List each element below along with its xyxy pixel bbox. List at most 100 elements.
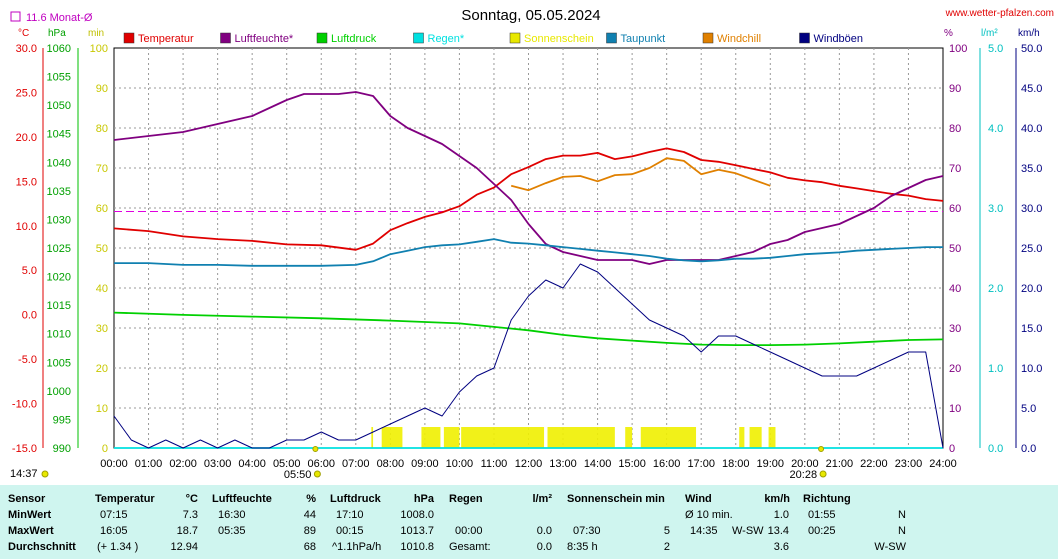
wind-tick-label: 25.0 [1021, 243, 1042, 255]
sunshine-bar [739, 427, 745, 448]
x-tick-label: 02:00 [169, 458, 197, 470]
sunrise-marker [312, 446, 319, 452]
temp-tick-label: 0.0 [22, 310, 37, 322]
x-tick-label: 03:00 [204, 458, 232, 470]
hum-tick-label: 0 [949, 443, 955, 455]
legend-label: Regen* [428, 33, 465, 45]
x-tick-label: 24:00 [929, 458, 957, 470]
temp-tick-label: 10.0 [16, 221, 37, 233]
min-dir-val: N [898, 509, 906, 521]
wind-tick-label: 35.0 [1021, 163, 1042, 175]
x-tick-label: 12:00 [515, 458, 543, 470]
max-press-time: 00:15 [336, 525, 364, 537]
x-tick-label: 20:00 [791, 458, 819, 470]
monthly-avg-label: 11.6 Monat-Ø [26, 12, 93, 24]
hdr-press: Luftdruck [330, 493, 381, 505]
hum-tick-label: 20 [949, 363, 961, 375]
sunshine-bar [547, 427, 615, 448]
unit-temp: °C [18, 28, 29, 39]
hdr-dir: Richtung [803, 493, 851, 505]
sunshine-bar [461, 427, 545, 448]
wind-tick-label: 50.0 [1021, 43, 1042, 55]
legend-label: Taupunkt [621, 33, 666, 45]
temp-tick-label: 15.0 [16, 176, 37, 188]
sun-tick-label: 0 [102, 443, 108, 455]
moon-icon [41, 470, 49, 478]
avg-hum-val: 68 [303, 541, 316, 553]
sun-tick-label: 30 [96, 323, 108, 335]
hdr-wind: Wind [685, 493, 712, 505]
press-tick-label: 1020 [47, 272, 71, 284]
rain-tick-label: 4.0 [988, 123, 1003, 135]
press-tick-label: 1055 [47, 72, 71, 84]
press-trend: ^1.1hPa/h [332, 541, 382, 553]
x-tick-label: 19:00 [757, 458, 785, 470]
x-tick-label: 09:00 [411, 458, 439, 470]
rain-tick-label: 5.0 [988, 43, 1003, 55]
x-tick-label: 04:00 [238, 458, 266, 470]
sun-tick-label: 60 [96, 203, 108, 215]
x-tick-label: 14:00 [584, 458, 612, 470]
row-min-label: MinWert [8, 509, 52, 521]
rain-total-label: Gesamt: [449, 541, 491, 553]
axes: 30.0 25.0 20.0 15.0 10.0 5.0 0.0 -5.0 -10.0 -15.0… [12, 43, 1043, 470]
rain-tick-label: 1.0 [988, 363, 1003, 375]
series-luftfeuchte [113, 91, 944, 265]
chart-title: Sonntag, 05.05.2024 [461, 7, 600, 24]
sunshine-bar [768, 427, 776, 448]
press-tick-label: 995 [53, 414, 71, 426]
legend-swatch [220, 32, 231, 44]
max-wind-val: 13.4 [767, 525, 789, 537]
max-rain-time: 00:00 [455, 525, 483, 537]
sun-tick-label: 20 [96, 363, 108, 375]
site-url: www.wetter-pfalzen.com [945, 8, 1054, 19]
temp-tick-label: -15.0 [12, 443, 37, 455]
hdr-hum: Luftfeuchte [212, 493, 272, 505]
hdr-wind-unit: km/h [764, 493, 790, 505]
hum-tick-label: 10 [949, 403, 961, 415]
sunshine-bar [371, 427, 374, 448]
sun-total: 8:35 h [567, 541, 598, 553]
wind-tick-label: 0.0 [1021, 443, 1036, 455]
sun-tick-label: 90 [96, 83, 108, 95]
avg-temp-val: 12.94 [170, 541, 198, 553]
max-sun-val: 5 [663, 525, 670, 537]
x-tick-label: 22:00 [860, 458, 888, 470]
sunshine-bars [371, 427, 776, 448]
max-hum-val: 89 [303, 525, 316, 537]
sunset-marker [818, 446, 825, 452]
press-tick-label: 1050 [47, 100, 71, 112]
max-hum-time: 05:35 [218, 525, 246, 537]
wind-tick-label: 10.0 [1021, 363, 1042, 375]
x-tick-label: 06:00 [307, 458, 335, 470]
press-tick-label: 1045 [47, 129, 71, 141]
sun-tick-label: 50 [96, 243, 108, 255]
wind-avg-label: Ø 10 min. [685, 509, 733, 521]
min-dir-time: 01:55 [808, 509, 836, 521]
min-temp-time: 07:15 [100, 509, 128, 521]
x-tick-label: 13:00 [549, 458, 577, 470]
legend-swatch [799, 32, 810, 44]
stats-table: Sensor Temperatur °C Luftfeuchte % Luftd… [0, 485, 1058, 559]
wind-tick-label: 30.0 [1021, 203, 1042, 215]
rain-total-val: 0.0 [536, 541, 552, 553]
hum-tick-label: 60 [949, 203, 961, 215]
sunshine-bar [640, 427, 697, 448]
min-hum-time: 16:30 [218, 509, 246, 521]
avg-temp-delta: (+ 1.34 ) [97, 541, 139, 553]
row-avg-label: Durchschnitt [8, 541, 76, 553]
weather-chart: Sonntag, 05.05.2024 www.wetter-pfalzen.c… [10, 7, 1054, 481]
max-dir-time: 00:25 [808, 525, 836, 537]
series-luftdruck [113, 311, 944, 347]
wind-tick-label: 20.0 [1021, 283, 1042, 295]
legend: Temperatur Luftfeuchte* Luftdruck Regen* Son… [123, 32, 863, 45]
min-hum-val: 44 [303, 509, 316, 521]
wind-tick-label: 40.0 [1021, 123, 1042, 135]
press-tick-label: 1030 [47, 214, 71, 226]
hdr-hum-unit: % [306, 493, 316, 505]
legend-swatch [413, 32, 424, 44]
x-tick-label: 16:00 [653, 458, 681, 470]
temp-tick-label: -5.0 [18, 354, 37, 366]
min-press-time: 17:10 [336, 509, 364, 521]
hum-tick-label: 30 [949, 323, 961, 335]
